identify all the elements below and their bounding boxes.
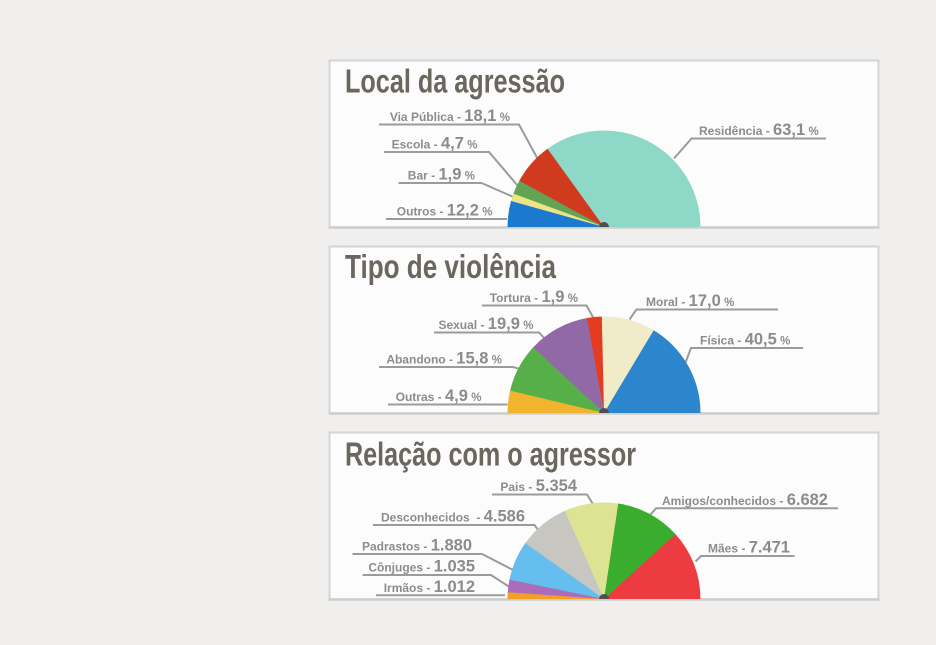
svg-text:Escola - 4,7 %: Escola - 4,7 % [392, 135, 478, 153]
svg-text:Moral - 17,0 %: Moral - 17,0 % [646, 292, 734, 310]
svg-text:Outros - 12,2 %: Outros - 12,2 % [397, 202, 493, 220]
svg-text:Amigos/conhecidos - 6.682: Amigos/conhecidos - 6.682 [662, 491, 828, 509]
svg-text:Residência - 63,1 %: Residência - 63,1 % [699, 121, 819, 139]
svg-text:Relação com o agressor: Relação com o agressor [345, 436, 636, 473]
svg-text:Bar - 1,9 %: Bar - 1,9 % [408, 166, 475, 184]
svg-text:Outras - 4,9 %: Outras - 4,9 % [396, 387, 482, 405]
svg-text:Desconhecidos - 4.586: Desconhecidos - 4.586 [381, 508, 525, 526]
svg-text:Padrastos - 1.880: Padrastos - 1.880 [362, 537, 472, 555]
svg-text:Tipo de violência: Tipo de violência [345, 248, 556, 285]
svg-text:Física - 40,5 %: Física - 40,5 % [700, 331, 790, 349]
svg-text:Pais - 5.354: Pais - 5.354 [500, 477, 577, 495]
svg-text:Mães - 7.471: Mães - 7.471 [708, 539, 790, 557]
svg-text:Local da agressão: Local da agressão [345, 63, 565, 100]
svg-text:Abandono - 15,8 %: Abandono - 15,8 % [386, 350, 502, 368]
svg-text:Via Pública - 18,1 %: Via Pública - 18,1 % [390, 107, 510, 125]
svg-text:Sexual - 19,9 %: Sexual - 19,9 % [438, 315, 533, 333]
svg-text:Tortura - 1,9 %: Tortura - 1,9 % [490, 288, 578, 306]
svg-text:Cônjuges - 1.035: Cônjuges - 1.035 [368, 558, 475, 576]
svg-text:Irmãos - 1.012: Irmãos - 1.012 [384, 578, 475, 596]
